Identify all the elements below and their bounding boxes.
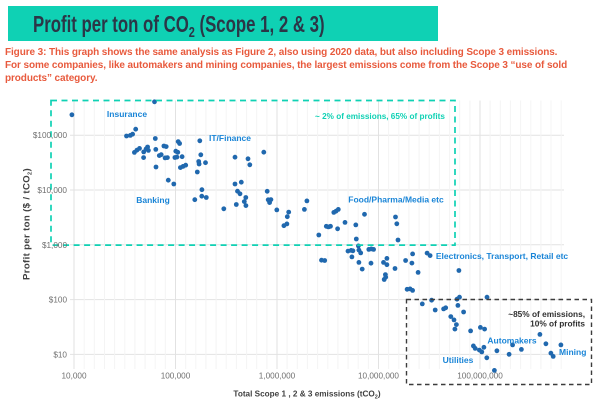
- svg-text:$10,000: $10,000: [37, 186, 67, 195]
- svg-text:~85% of emissions,: ~85% of emissions,: [508, 309, 585, 319]
- svg-text:$1,000: $1,000: [42, 241, 67, 250]
- svg-text:~ 2% of emissions, 65% of prof: ~ 2% of emissions, 65% of profits: [315, 112, 445, 121]
- svg-text:$100,000: $100,000: [33, 131, 68, 140]
- svg-text:Automakers: Automakers: [487, 336, 536, 346]
- svg-text:Insurance: Insurance: [107, 109, 147, 119]
- svg-text:Total Scope 1 , 2 & 3 emission: Total Scope 1 , 2 & 3 emissions (tCO2): [233, 390, 380, 401]
- svg-text:100,000: 100,000: [161, 372, 191, 381]
- svg-text:$100: $100: [49, 296, 68, 305]
- svg-text:10,000: 10,000: [61, 372, 86, 381]
- svg-text:1,000,000: 1,000,000: [259, 372, 296, 381]
- svg-text:10% of profits: 10% of profits: [530, 318, 585, 328]
- svg-text:Utilities: Utilities: [443, 355, 474, 365]
- svg-text:10,000,000: 10,000,000: [358, 372, 399, 381]
- svg-text:Food/Pharma/Media etc: Food/Pharma/Media etc: [348, 195, 444, 205]
- svg-text:Banking: Banking: [136, 195, 170, 205]
- svg-text:Profit per ton ($ / tCO2): Profit per ton ($ / tCO2): [22, 168, 34, 280]
- svg-text:Mining: Mining: [559, 347, 586, 357]
- svg-text:100,000,000: 100,000,000: [457, 372, 503, 381]
- svg-text:IT/Finance: IT/Finance: [209, 133, 251, 143]
- svg-text:$10: $10: [53, 350, 67, 359]
- svg-text:Electronics, Transport, Retail: Electronics, Transport, Retail etc: [436, 251, 569, 261]
